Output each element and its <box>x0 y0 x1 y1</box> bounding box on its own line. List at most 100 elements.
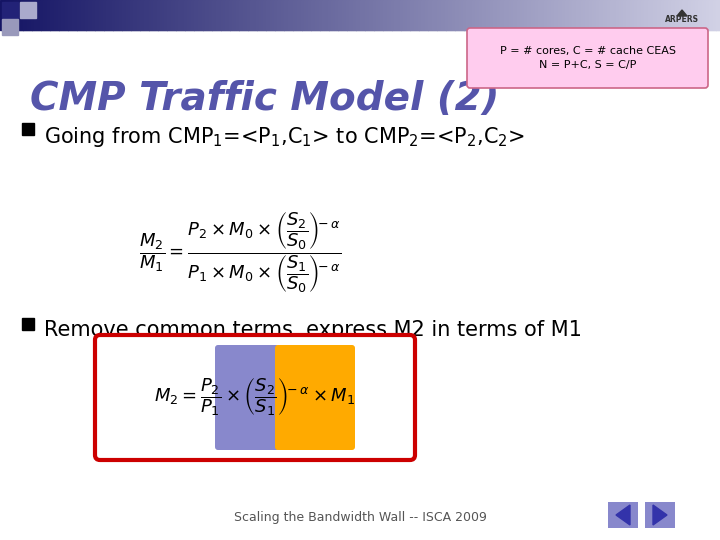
Bar <box>275 0 278 30</box>
Bar <box>533 0 536 30</box>
Bar <box>166 0 168 30</box>
Bar <box>410 0 413 30</box>
Bar <box>125 0 127 30</box>
Bar <box>196 0 199 30</box>
Bar <box>162 0 165 30</box>
Bar <box>251 0 253 30</box>
Bar <box>374 0 377 30</box>
Bar <box>117 0 120 30</box>
Bar <box>641 0 644 30</box>
Bar <box>284 0 287 30</box>
Bar <box>320 0 323 30</box>
Bar <box>6 0 8 30</box>
Bar <box>643 0 645 30</box>
Bar <box>174 0 177 30</box>
Bar <box>335 0 338 30</box>
Bar <box>383 0 386 30</box>
Bar <box>409 0 411 30</box>
Bar <box>92 0 94 30</box>
Bar <box>371 0 374 30</box>
Bar <box>337 0 339 30</box>
Bar <box>698 0 701 30</box>
FancyBboxPatch shape <box>467 28 708 88</box>
Bar <box>454 0 456 30</box>
Bar <box>140 0 143 30</box>
Bar <box>104 0 107 30</box>
Bar <box>122 0 125 30</box>
Bar <box>30 0 33 30</box>
Bar <box>187 0 190 30</box>
Bar <box>463 0 465 30</box>
Bar <box>701 0 703 30</box>
Bar <box>625 0 627 30</box>
Bar <box>539 0 541 30</box>
Bar <box>443 0 446 30</box>
Bar <box>505 0 508 30</box>
Bar <box>160 0 163 30</box>
Bar <box>191 0 194 30</box>
Bar <box>635 0 638 30</box>
Bar <box>79 0 82 30</box>
Bar <box>695 0 698 30</box>
Bar <box>133 0 136 30</box>
Bar <box>22 0 24 30</box>
Bar <box>464 0 467 30</box>
Bar <box>623 0 626 30</box>
Bar <box>209 0 212 30</box>
Bar <box>601 0 604 30</box>
Bar <box>344 0 346 30</box>
Bar <box>666 0 669 30</box>
Bar <box>218 0 220 30</box>
Bar <box>150 0 152 30</box>
Bar <box>572 0 575 30</box>
Bar <box>405 0 408 30</box>
Bar <box>362 0 364 30</box>
Bar <box>234 0 237 30</box>
Bar <box>272 0 274 30</box>
Bar <box>455 0 458 30</box>
Bar <box>510 0 512 30</box>
Bar <box>207 0 210 30</box>
Bar <box>54 0 57 30</box>
Bar <box>1 0 4 30</box>
Bar <box>261 0 264 30</box>
Bar <box>661 0 663 30</box>
Bar <box>668 0 670 30</box>
Bar <box>707 0 710 30</box>
Bar <box>56 0 58 30</box>
Bar <box>590 0 593 30</box>
Bar <box>557 0 559 30</box>
Bar <box>654 0 656 30</box>
Bar <box>482 0 485 30</box>
Bar <box>176 0 179 30</box>
Bar <box>605 0 608 30</box>
Bar <box>295 0 298 30</box>
Bar <box>53 0 55 30</box>
Bar <box>534 0 537 30</box>
Bar <box>86 0 89 30</box>
Bar <box>560 0 562 30</box>
Bar <box>47 0 50 30</box>
Bar <box>223 0 226 30</box>
Text: ARPERS: ARPERS <box>665 16 699 24</box>
Bar <box>310 0 312 30</box>
Bar <box>167 0 170 30</box>
Bar <box>32 0 35 30</box>
Bar <box>270 0 273 30</box>
Bar <box>540 0 543 30</box>
Bar <box>22 123 34 135</box>
Bar <box>157 0 159 30</box>
Bar <box>626 0 629 30</box>
Bar <box>558 0 561 30</box>
Bar <box>36 0 39 30</box>
Bar <box>474 0 476 30</box>
Bar <box>277 0 280 30</box>
Bar <box>671 0 674 30</box>
Bar <box>324 0 327 30</box>
Bar <box>274 0 276 30</box>
Bar <box>688 0 690 30</box>
Bar <box>603 0 606 30</box>
Bar <box>287 0 289 30</box>
Bar <box>639 0 642 30</box>
Bar <box>102 0 105 30</box>
